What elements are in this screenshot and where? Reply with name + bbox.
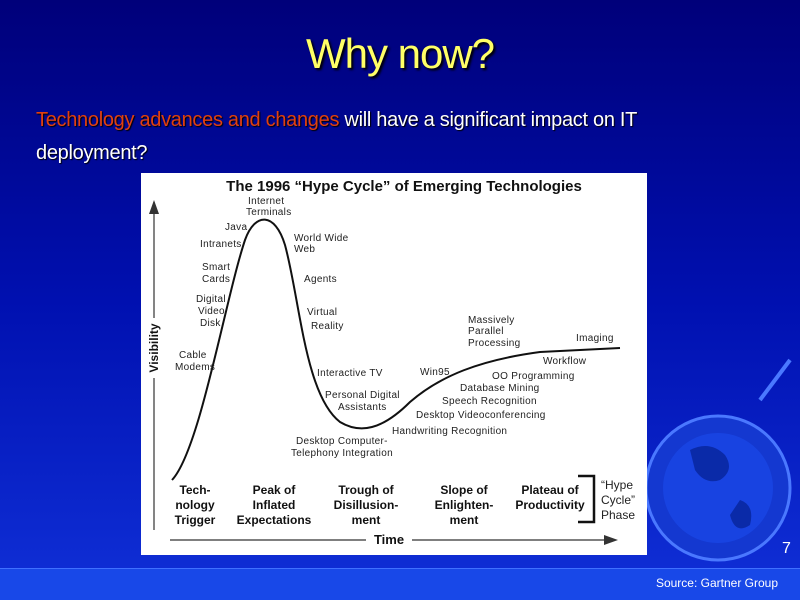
phase-label: Expectations [237, 513, 312, 527]
technology-label: Virtual [307, 307, 337, 318]
x-axis-gap [366, 532, 412, 548]
phase-label: Plateau of [521, 483, 579, 497]
technology-label: Disk [200, 318, 221, 329]
technology-label: Imaging [576, 333, 614, 344]
phase-bracket [578, 474, 596, 524]
y-axis-arrow [149, 200, 159, 214]
x-axis-label: Time [374, 532, 404, 547]
technology-label: Intranets [200, 239, 242, 250]
technology-label: OO Programming [492, 371, 575, 382]
technology-label: Handwriting Recognition [392, 426, 507, 437]
technology-label: Interactive TV [317, 368, 383, 379]
phase-label: Peak of [253, 483, 297, 497]
phase-legend: Phase [601, 508, 635, 522]
technology-label: Desktop Videoconferencing [416, 410, 546, 421]
technology-label: Processing [468, 338, 520, 349]
phase-label: nology [175, 498, 215, 512]
technology-label: Video [198, 306, 225, 317]
technology-label: Java [225, 222, 247, 233]
phase-label: Trigger [175, 513, 216, 527]
technology-label: Internet [248, 196, 284, 207]
phase-label: ment [450, 513, 479, 527]
phase-label: Trough of [338, 483, 394, 497]
technology-label: Massively [468, 315, 515, 326]
technology-label: Reality [311, 321, 344, 332]
technology-label: Win95 [420, 367, 450, 378]
diagram-title: The 1996 “Hype Cycle” of Emerging Techno… [226, 178, 582, 195]
technology-label: Digital [196, 294, 226, 305]
phase-label: Enlighten- [435, 498, 494, 512]
technology-label: Smart [202, 262, 230, 273]
technology-label: Desktop Computer- [296, 436, 388, 447]
technology-label: Assistants [338, 402, 387, 413]
x-axis-arrow [604, 535, 618, 545]
phase-legend: “Hype [601, 478, 633, 492]
technology-label: Cable [179, 350, 207, 361]
technology-label: Database Mining [460, 383, 540, 394]
hype-curve [171, 218, 621, 481]
technology-label: Parallel [468, 326, 504, 337]
technology-label: Cards [202, 274, 230, 285]
page-number: 7 [782, 540, 791, 557]
subtitle-highlight: Technology advances and changes [36, 109, 340, 131]
technology-label: World Wide [294, 233, 349, 244]
source: Source: Gartner Group [655, 576, 778, 590]
phase-label: Productivity [515, 498, 585, 512]
footer-bar [0, 568, 800, 600]
technology-label: Workflow [543, 356, 587, 367]
slide-title: Why now? [305, 30, 495, 77]
technology-label: Personal Digital [325, 390, 400, 401]
phase-label: Disillusion- [334, 498, 399, 512]
phase-label: Tech- [179, 483, 210, 497]
technology-label: Terminals [246, 207, 292, 218]
phase-label: Inflated [253, 498, 296, 512]
technology-label: Modems [175, 362, 215, 373]
y-axis-label: Visibility [147, 323, 161, 372]
technology-label: Speech Recognition [442, 396, 537, 407]
technology-label: Web [294, 244, 315, 255]
technology-label: Agents [304, 274, 337, 285]
diagram-background [141, 173, 647, 555]
technology-label: Telephony Integration [291, 448, 393, 459]
phase-legend: Cycle” [601, 493, 635, 507]
subtitle: Technology advances and changes will hav… [36, 104, 736, 170]
phase-label: ment [352, 513, 381, 527]
subtitle-text: will have a significant impact on IT dep… [36, 109, 637, 164]
phase-label: Slope of [440, 483, 488, 497]
y-axis-gap [146, 318, 162, 378]
